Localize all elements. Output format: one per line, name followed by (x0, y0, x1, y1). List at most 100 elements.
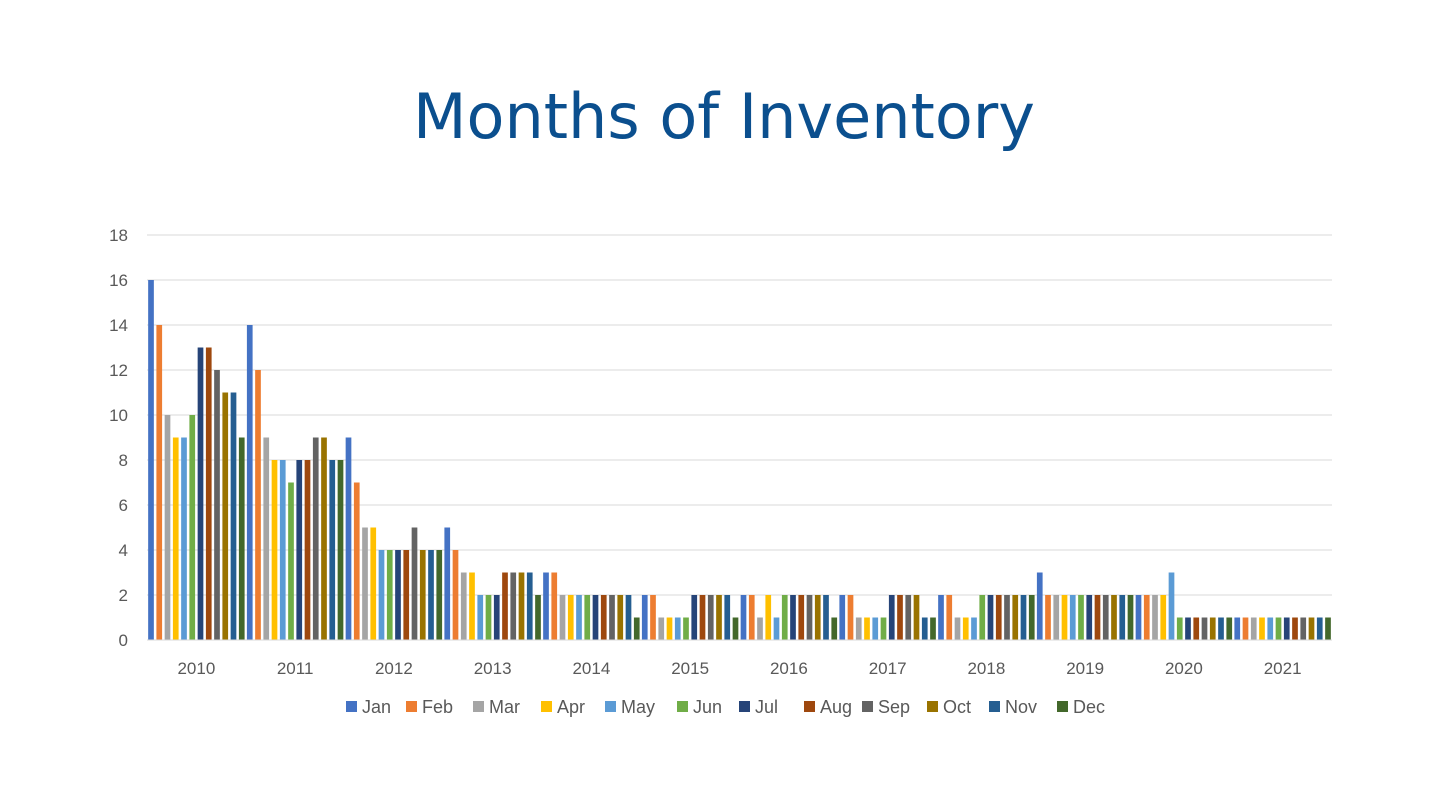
bar-2010-mar (164, 415, 171, 640)
bar-2012-dec (436, 550, 443, 640)
bar-2015-may (674, 617, 681, 640)
bar-2013-jan (444, 527, 451, 640)
bar-2017-jul (888, 595, 895, 640)
legend-label-apr: Apr (557, 697, 585, 717)
bar-2016-feb (748, 595, 755, 640)
y-tick-label: 14 (109, 316, 128, 335)
bar-2013-mar (460, 572, 467, 640)
bar-2017-may (872, 617, 879, 640)
bar-2018-jul (987, 595, 994, 640)
legend-label-jul: Jul (755, 697, 778, 717)
bar-2016-jan (740, 595, 747, 640)
bar-2012-apr (370, 527, 377, 640)
legend-label-mar: Mar (489, 697, 520, 717)
x-tick-label: 2012 (375, 659, 413, 678)
bar-2011-jan (246, 325, 253, 640)
bar-2018-apr (962, 617, 969, 640)
bar-2016-nov (823, 595, 829, 640)
bar-2014-aug (600, 595, 607, 640)
bar-2021-jan (1234, 617, 1241, 640)
bar-2013-nov (526, 572, 533, 640)
bar-2010-nov (230, 392, 237, 640)
bar-2011-dec (337, 460, 344, 640)
bar-2019-jun (1078, 595, 1084, 640)
bar-2015-mar (658, 617, 665, 640)
bar-2014-nov (625, 595, 632, 640)
bar-2014-dec (633, 617, 640, 640)
bar-2019-nov (1119, 595, 1126, 640)
bar-2019-may (1069, 595, 1076, 640)
legend-swatch-jul (739, 701, 750, 712)
legend-label-feb: Feb (422, 697, 453, 717)
x-tick-label: 2013 (474, 659, 512, 678)
bar-2011-apr (271, 460, 278, 640)
bar-2018-dec (1028, 595, 1035, 640)
bar-2020-feb (1143, 595, 1150, 640)
x-tick-label: 2014 (572, 659, 610, 678)
bar-2015-jun (683, 617, 689, 640)
bar-2020-jul (1185, 617, 1191, 640)
bar-2011-nov (329, 460, 336, 640)
bar-2021-jul (1283, 617, 1290, 640)
legend-swatch-feb (406, 701, 417, 712)
bar-2016-aug (798, 595, 805, 640)
bar-2021-apr (1259, 617, 1265, 640)
bar-2014-jul (592, 595, 599, 640)
bar-2013-feb (452, 550, 459, 640)
bar-2020-may (1168, 572, 1175, 640)
legend-label-dec: Dec (1073, 697, 1105, 717)
bar-2014-jan (543, 572, 549, 640)
bar-2015-sep (707, 595, 714, 640)
bar-2020-dec (1226, 617, 1233, 640)
bar-2010-aug (205, 347, 212, 640)
x-tick-label: 2019 (1066, 659, 1104, 678)
bar-2021-feb (1242, 617, 1249, 640)
bar-2012-feb (353, 482, 360, 640)
legend-swatch-mar (473, 701, 484, 712)
bar-2021-mar (1250, 617, 1257, 640)
bar-2010-jul (197, 347, 204, 640)
bar-2021-may (1267, 617, 1274, 640)
bar-2014-feb (551, 572, 558, 640)
bar-2020-nov (1218, 617, 1224, 640)
bar-2019-dec (1127, 595, 1134, 640)
bar-2018-jun (979, 595, 986, 640)
bar-2011-jul (296, 460, 303, 640)
legend-swatch-apr (541, 701, 552, 712)
bar-2018-may (971, 617, 977, 640)
bar-2020-sep (1201, 617, 1208, 640)
bar-2017-feb (847, 595, 854, 640)
legend-swatch-dec (1057, 701, 1068, 712)
bar-2015-feb (650, 595, 656, 640)
bar-2019-feb (1045, 595, 1051, 640)
y-tick-label: 0 (119, 631, 128, 650)
legend-label-jun: Jun (693, 697, 722, 717)
bar-2014-sep (609, 595, 615, 640)
legend-label-aug: Aug (820, 697, 852, 717)
bar-2017-jan (839, 595, 846, 640)
y-tick-label: 2 (119, 586, 128, 605)
bar-2020-mar (1152, 595, 1158, 640)
bar-2017-dec (930, 617, 936, 640)
x-tick-label: 2016 (770, 659, 808, 678)
bar-2016-mar (757, 617, 763, 640)
legend-label-sep: Sep (878, 697, 910, 717)
bar-2016-may (773, 617, 780, 640)
bar-2013-dec (535, 595, 541, 640)
y-tick-label: 8 (119, 451, 128, 470)
bar-2017-sep (905, 595, 912, 640)
bar-2021-aug (1292, 617, 1298, 640)
bar-2018-mar (954, 617, 961, 640)
bar-2012-jan (345, 437, 352, 640)
y-tick-label: 12 (109, 361, 128, 380)
bar-2010-jun (189, 415, 196, 640)
bar-2017-apr (864, 617, 870, 640)
y-tick-label: 10 (109, 406, 128, 425)
legend-label-jan: Jan (362, 697, 391, 717)
bar-2010-dec (238, 437, 245, 640)
legend-label-nov: Nov (1005, 697, 1037, 717)
x-tick-label: 2021 (1264, 659, 1302, 678)
bar-2015-dec (732, 617, 739, 640)
x-tick-label: 2020 (1165, 659, 1203, 678)
legend-swatch-may (605, 701, 616, 712)
